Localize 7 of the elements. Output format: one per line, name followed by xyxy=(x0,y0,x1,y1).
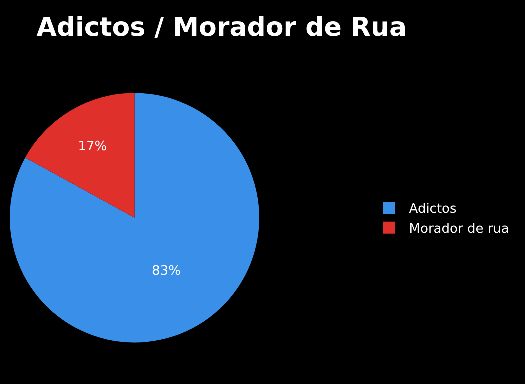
legend-label: Adictos xyxy=(409,202,458,218)
data-label: 17% xyxy=(78,139,108,154)
data-label: 83% xyxy=(152,264,181,280)
legend-label: Morador de rua xyxy=(409,222,510,237)
pie-slice xyxy=(10,93,260,343)
chart-title: Adictos / Morador de Rua xyxy=(36,12,407,43)
pie-slice xyxy=(25,93,135,218)
